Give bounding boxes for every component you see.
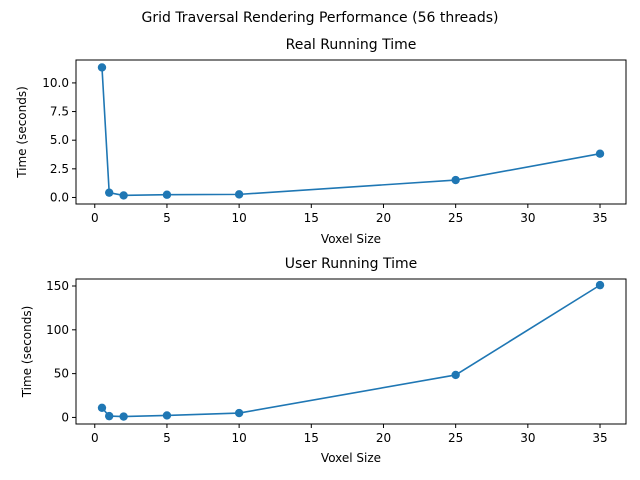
x-tick-label: 10: [231, 431, 246, 445]
plot-frame: [75, 278, 627, 425]
data-point: [595, 149, 605, 158]
plot-frame: [75, 59, 627, 205]
y-tick-label: 0: [61, 410, 69, 424]
series-line: [101, 284, 601, 418]
chart-title: Real Running Time: [286, 37, 417, 53]
data-point: [595, 280, 605, 290]
data-point: [105, 188, 114, 197]
x-tick-label: 30: [520, 211, 535, 225]
x-tick-label: 15: [304, 211, 319, 225]
figure-suptitle: Grid Traversal Rendering Performance (56…: [141, 10, 498, 26]
y-tick-label: 10.0: [42, 76, 69, 90]
data-point: [119, 191, 128, 200]
data-point: [234, 190, 244, 199]
data-point: [97, 403, 107, 412]
y-tick-label: 7.5: [50, 105, 69, 119]
x-axis-label: Voxel Size: [321, 451, 381, 465]
x-tick-label: 30: [520, 431, 535, 445]
x-axis-label: Voxel Size: [321, 232, 381, 246]
y-tick-label: 50: [54, 367, 69, 381]
data-point: [162, 411, 172, 420]
y-tick-label: 5.0: [50, 133, 69, 147]
chart-real-running-time: Real Running Time 0 5 10 15 20 25 30 35 0.0 2.5 5.0…: [15, 37, 627, 246]
data-point: [97, 63, 107, 72]
series-line: [101, 67, 601, 197]
x-tick-label: 35: [592, 431, 607, 445]
data-point: [162, 190, 172, 199]
x-tick-label: 25: [448, 431, 463, 445]
x-tick-label: 35: [592, 211, 607, 225]
y-tick-label: 100: [46, 323, 69, 337]
x-tick-label: 0: [91, 431, 99, 445]
x-tick-label: 15: [304, 431, 319, 445]
y-axis-label: Time (seconds): [15, 86, 29, 179]
data-point: [119, 412, 128, 421]
y-tick-label: 0.0: [50, 190, 69, 204]
data-point: [234, 408, 244, 418]
chart-user-running-time: User Running Time 0 5 10 15 20 25 30 35 0 50 100 150…: [20, 256, 627, 465]
x-tick-label: 5: [163, 431, 171, 445]
y-tick-label: 150: [46, 279, 69, 293]
x-tick-label: 0: [91, 211, 99, 225]
data-point: [451, 175, 460, 185]
x-tick-label: 20: [376, 431, 391, 445]
x-tick-label: 25: [448, 211, 463, 225]
x-tick-label: 10: [231, 211, 246, 225]
x-tick-label: 20: [376, 211, 391, 225]
x-tick-label: 5: [163, 211, 171, 225]
data-point: [451, 370, 460, 380]
y-axis-label: Time (seconds): [20, 306, 34, 399]
chart-title: User Running Time: [285, 256, 417, 272]
y-tick-label: 2.5: [50, 162, 69, 176]
data-point: [105, 411, 114, 421]
